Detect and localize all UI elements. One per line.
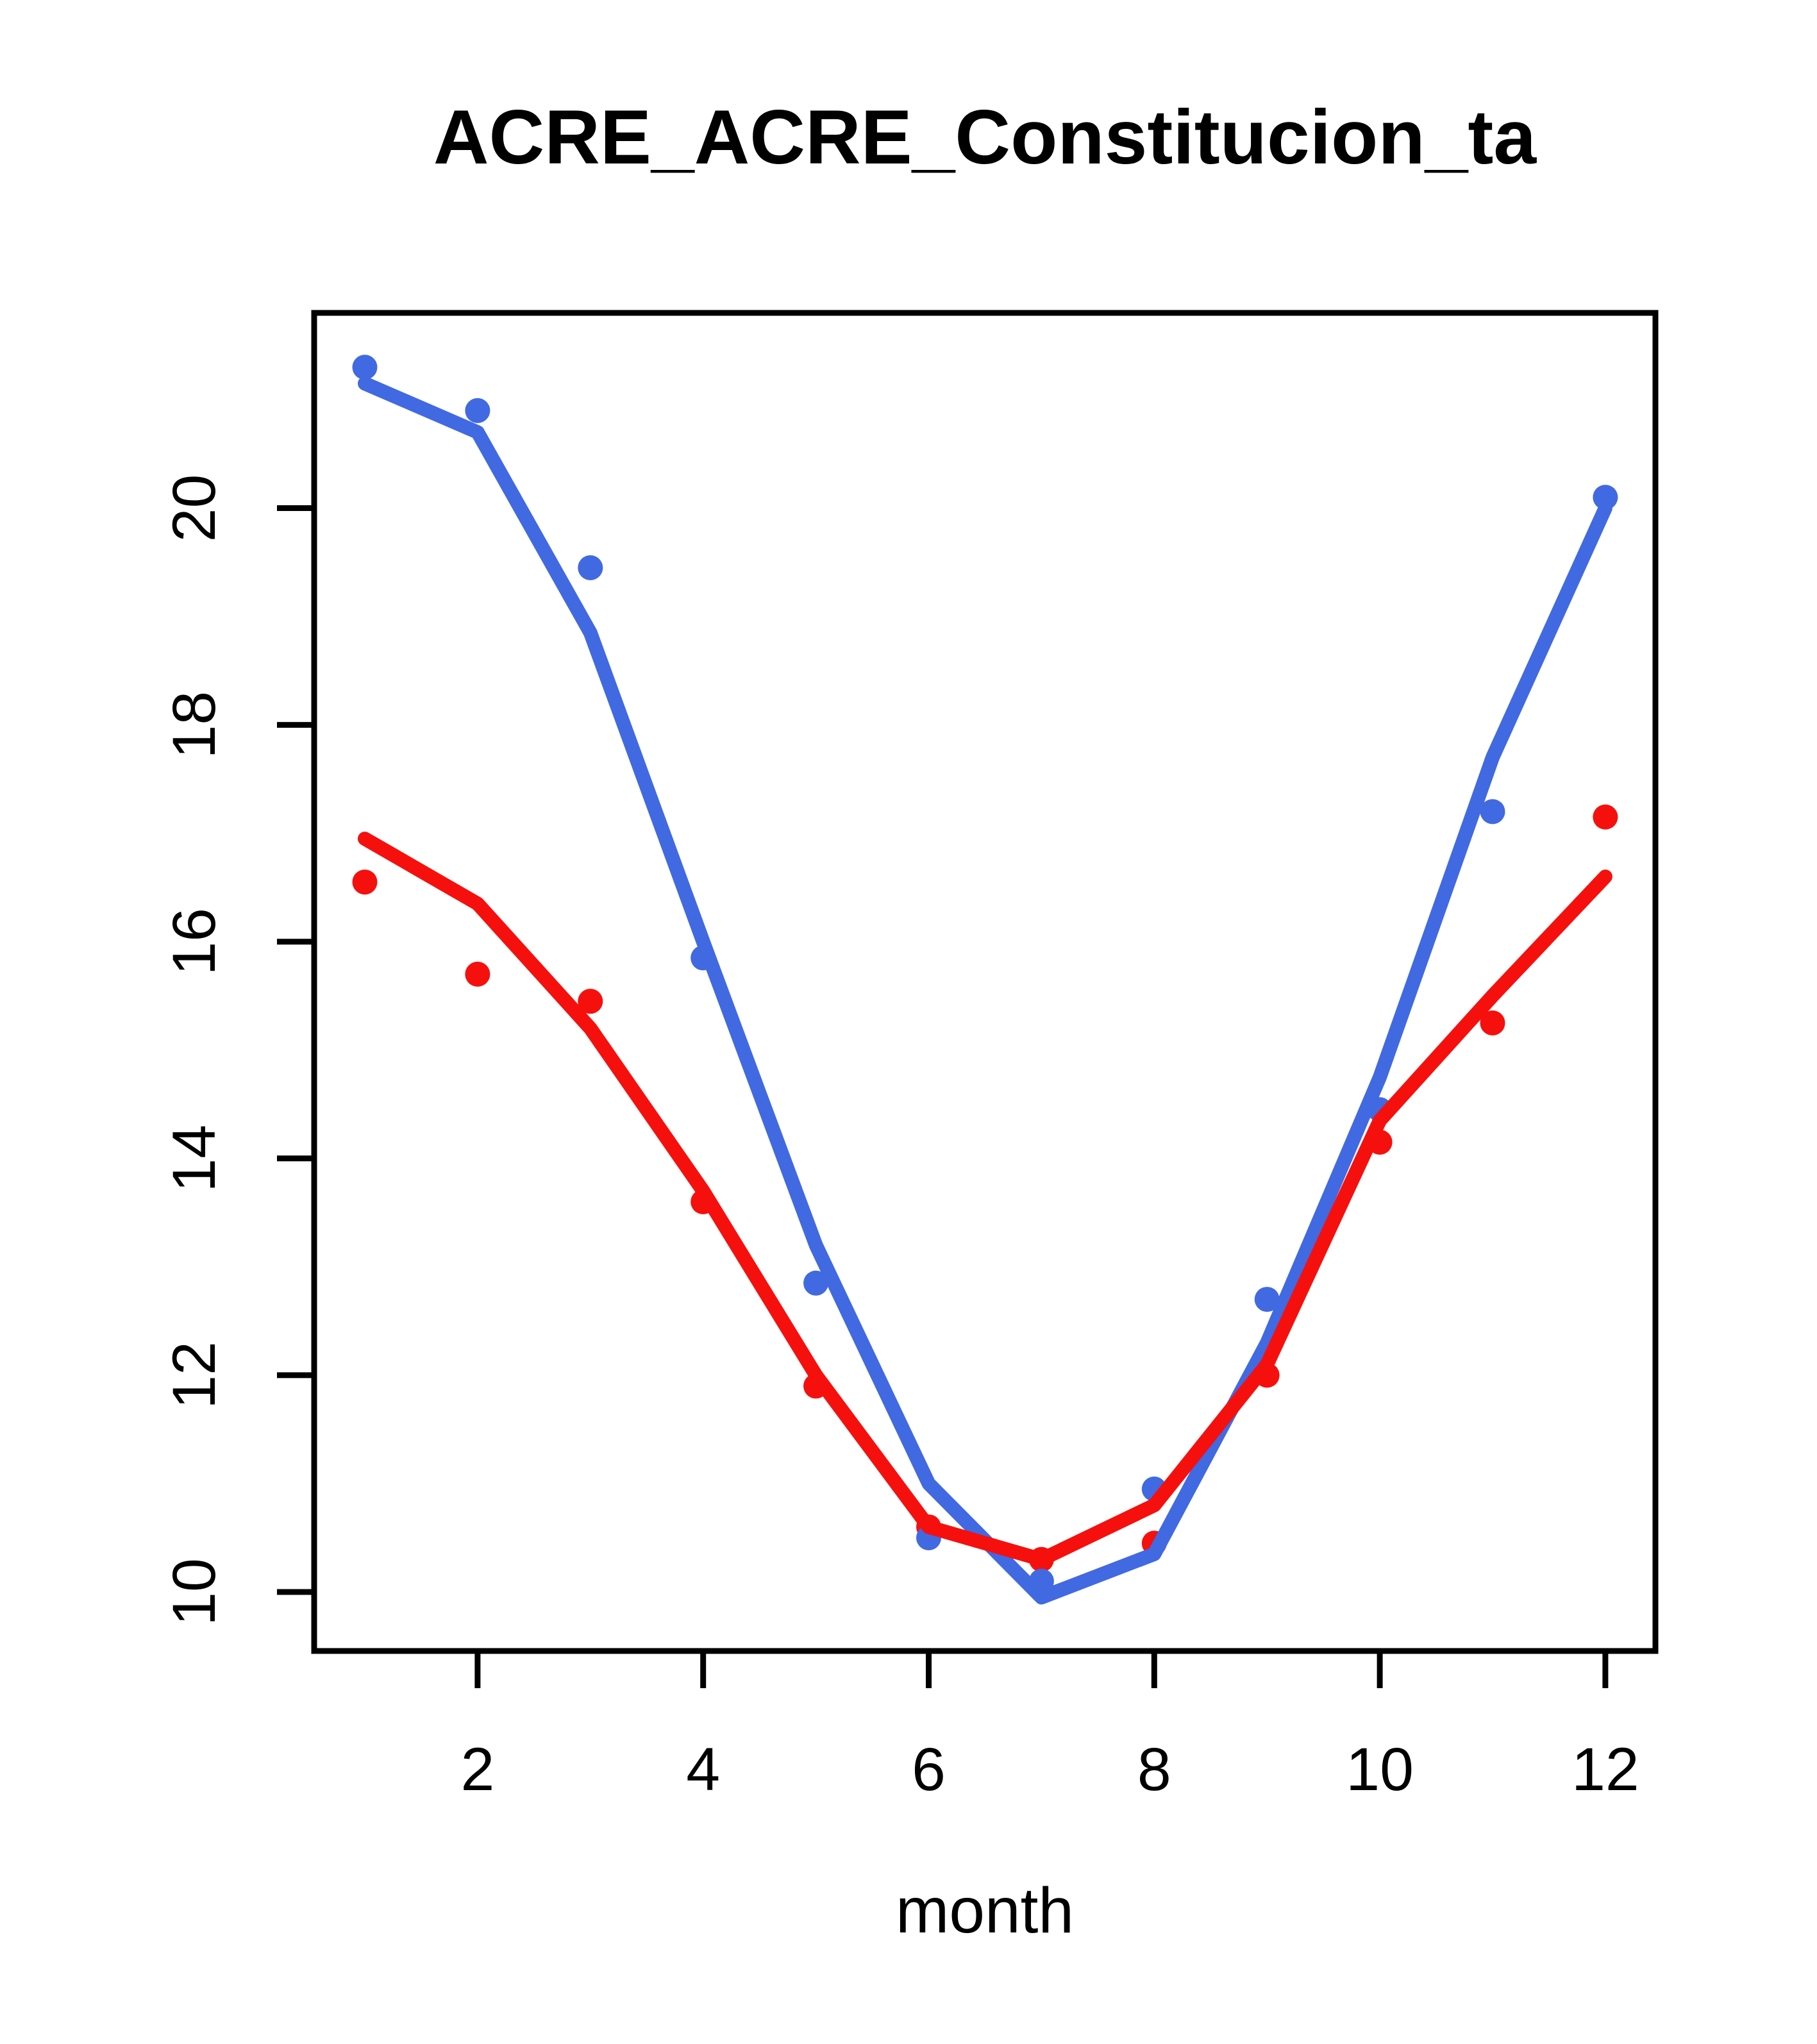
x-tick-label: 12	[1571, 1736, 1639, 1804]
blue-observed-point	[1480, 799, 1505, 825]
blue-observed-point	[1254, 1287, 1280, 1312]
y-tick-label: 18	[160, 691, 228, 759]
x-tick-label: 10	[1346, 1736, 1414, 1804]
red-observed-point	[352, 869, 378, 895]
red-observed-point	[1480, 1010, 1505, 1035]
x-tick-label: 2	[460, 1736, 494, 1804]
blue-observed-point	[465, 398, 490, 423]
x-tick-label: 4	[686, 1736, 720, 1804]
x-axis-label: month	[896, 1875, 1074, 1947]
blue-observed-point	[803, 1270, 829, 1296]
x-tick-label: 8	[1137, 1736, 1171, 1804]
y-tick-label: 20	[160, 474, 228, 542]
x-tick-label: 6	[912, 1736, 946, 1804]
y-tick-label: 10	[160, 1558, 228, 1626]
blue-observed-point	[578, 555, 603, 580]
y-tick-label: 12	[160, 1341, 228, 1409]
y-tick-label: 14	[160, 1125, 228, 1193]
red-observed-point	[465, 961, 490, 987]
red-observed-point	[1593, 804, 1618, 830]
plot-box	[311, 310, 1659, 1654]
blue-observed-point	[1593, 485, 1618, 510]
blue-observed-point	[352, 355, 378, 380]
y-tick-label: 16	[160, 908, 228, 976]
chart-title: ACRE_ACRE_Constitucion_ta	[433, 94, 1537, 180]
red-fitted-line	[358, 832, 1612, 1567]
red-observed-point	[578, 989, 603, 1014]
